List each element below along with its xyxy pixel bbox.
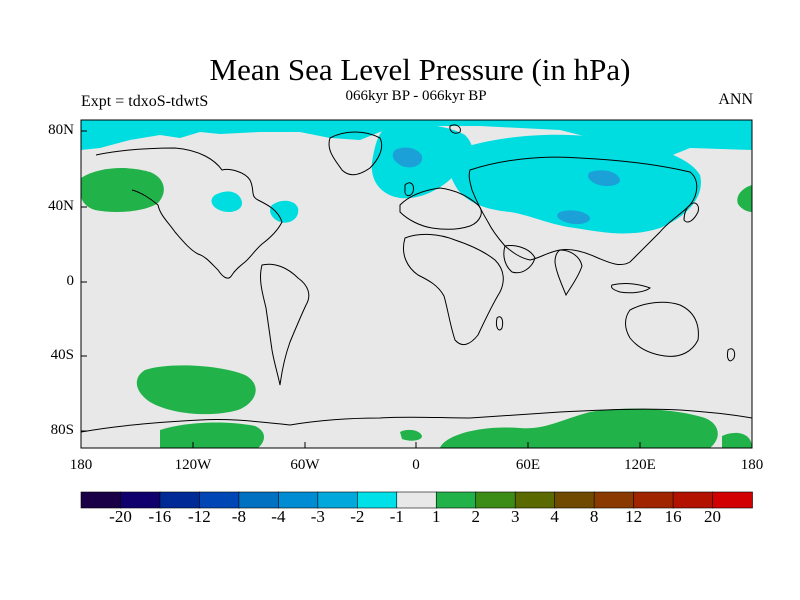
south-america-coast bbox=[260, 263, 310, 386]
iceland-low-core bbox=[392, 147, 423, 168]
axis-ticks bbox=[80, 130, 753, 448]
colorbar-swatch bbox=[593, 491, 635, 509]
colorbar-tick-label: -12 bbox=[188, 507, 211, 526]
colorbar-tick-label: 8 bbox=[589, 507, 599, 526]
colorbar-swatch bbox=[159, 491, 201, 509]
colorbar-swatch bbox=[554, 491, 595, 509]
europe-coast bbox=[399, 187, 482, 230]
colorbar bbox=[80, 491, 753, 509]
colorbar-tick-label: -4 bbox=[271, 507, 286, 526]
colorbar-swatch bbox=[514, 491, 556, 509]
atlantic-coast-negative-region bbox=[270, 200, 299, 223]
antarctica-coast bbox=[81, 408, 752, 433]
map-title: Mean Sea Level Pressure (in hPa) bbox=[209, 52, 631, 87]
east-pacific-positive-region bbox=[737, 185, 752, 212]
south-pacific-positive-region bbox=[136, 365, 256, 415]
colorbar-tick-label: 12 bbox=[625, 507, 643, 526]
colorbar-tick-label: 1 bbox=[431, 507, 441, 526]
colorbar-tick-label: -20 bbox=[109, 507, 132, 526]
colorbar-tick-label: -16 bbox=[148, 507, 172, 526]
lon-label-60w: 60W bbox=[290, 457, 320, 473]
eurasia-negative-region bbox=[448, 134, 701, 234]
west-atlantic-negative-region bbox=[211, 191, 243, 212]
colorbar-tick-label: 2 bbox=[471, 507, 480, 526]
africa-coast bbox=[403, 233, 504, 346]
colorbar-swatch bbox=[120, 491, 161, 509]
arabia-coast bbox=[503, 245, 536, 274]
antarctic-positive-region-far-east bbox=[722, 432, 752, 448]
colorbar-tick-label: 3 bbox=[510, 507, 520, 526]
colorbar-tick-label: -3 bbox=[310, 507, 325, 526]
colorbar-swatch bbox=[199, 491, 240, 509]
new-zealand-coast bbox=[727, 348, 736, 362]
colorbar-tick-label: 4 bbox=[550, 507, 559, 526]
indonesia-coast bbox=[611, 283, 651, 294]
experiment-label: Expt = tdxoS-tdwtS bbox=[81, 93, 209, 110]
svalbard-coast bbox=[449, 124, 461, 134]
australia-coast bbox=[625, 301, 699, 357]
japan-coast bbox=[683, 202, 699, 223]
colorbar-swatch bbox=[278, 491, 319, 509]
colorbar-swatch bbox=[435, 491, 477, 509]
india-coast bbox=[554, 249, 583, 297]
colorbar-swatch bbox=[356, 491, 398, 509]
lon-label-120e: 120E bbox=[624, 457, 656, 473]
eurasia-coast bbox=[468, 156, 698, 265]
siberia-low-core bbox=[588, 170, 620, 187]
colorbar-tick-label: -2 bbox=[350, 507, 365, 526]
north-pacific-positive-region bbox=[81, 168, 164, 212]
lat-label-equator: 0 bbox=[66, 273, 75, 289]
lon-label-0: 0 bbox=[412, 457, 420, 473]
lat-label-80n: 80N bbox=[48, 122, 74, 138]
colorbar-swatch bbox=[712, 491, 753, 509]
colorbar-swatch bbox=[396, 491, 438, 509]
season-label: ANN bbox=[718, 91, 753, 108]
antarctic-positive-region-east bbox=[440, 408, 718, 448]
british-isles-coast bbox=[404, 182, 414, 197]
lon-label-120w: 120W bbox=[174, 457, 212, 473]
colorbar-swatch bbox=[475, 491, 516, 509]
colorbar-swatch bbox=[633, 491, 674, 509]
antarctic-positive-region-small bbox=[400, 429, 422, 441]
antarctic-positive-region bbox=[160, 422, 264, 448]
colorbar-swatch bbox=[80, 491, 122, 509]
lon-label-180w: 180 bbox=[69, 457, 93, 473]
north-america-coast bbox=[95, 147, 283, 279]
colorbar-swatch bbox=[317, 491, 359, 509]
colorbar-tick-label: 16 bbox=[664, 507, 682, 526]
arctic-negative-region bbox=[81, 120, 752, 160]
north-atlantic-negative-region bbox=[371, 124, 473, 199]
map-subtitle: 066kyr BP - 066kyr BP bbox=[345, 88, 487, 104]
map-plot-area bbox=[81, 120, 752, 448]
madagascar-coast bbox=[496, 316, 504, 331]
lon-label-60e: 60E bbox=[515, 457, 541, 473]
greenland-coast bbox=[328, 131, 383, 176]
china-low-core bbox=[557, 210, 590, 225]
lat-label-80s: 80S bbox=[50, 422, 74, 438]
lon-label-180e: 180 bbox=[740, 457, 764, 473]
colorbar-tick-label: 20 bbox=[704, 507, 721, 526]
lat-label-40s: 40S bbox=[50, 347, 74, 363]
colorbar-swatch bbox=[238, 491, 280, 509]
lat-label-40n: 40N bbox=[48, 198, 74, 214]
colorbar-tick-label: -8 bbox=[231, 507, 246, 526]
coastlines bbox=[81, 124, 752, 433]
colorbar-swatch bbox=[672, 491, 714, 509]
colorbar-tick-label: -1 bbox=[389, 507, 404, 526]
